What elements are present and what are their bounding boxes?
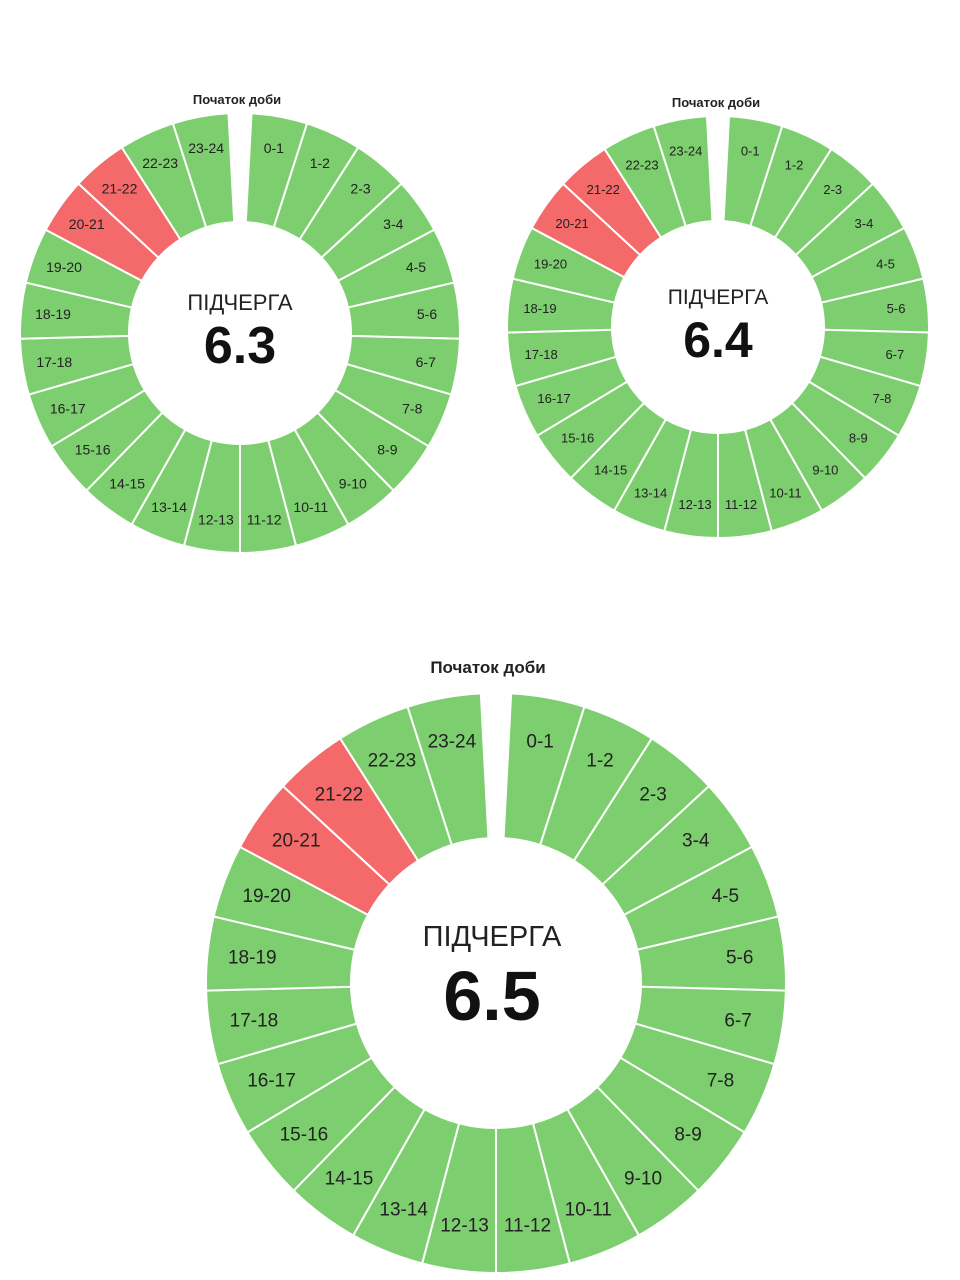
day-start-label: Початок доби <box>672 95 760 110</box>
hour-segment-label: 19-20 <box>242 886 291 907</box>
hour-segment-label: 14-15 <box>594 463 627 478</box>
hour-segment-label: 4-5 <box>876 256 895 271</box>
hour-segment-label: 0-1 <box>264 140 284 156</box>
ring-segments: 0-1 1-2 2-3 3-4 4-5 5-6 6-7 7-8 8-9 9-10 10-11 11-1… <box>19 112 461 555</box>
hour-segment-label: 11-12 <box>504 1215 551 1236</box>
hour-segment-label: 23-24 <box>669 143 702 158</box>
hour-segment-label: 19-20 <box>534 256 567 271</box>
subqueue-label: ПІДЧЕРГА <box>187 290 293 315</box>
hour-segment-label: 11-12 <box>725 497 757 512</box>
hour-segment-label: 0-1 <box>526 732 553 753</box>
hour-segment-label: 2-3 <box>350 181 370 197</box>
hour-segment-label: 10-11 <box>293 499 328 515</box>
hour-segment-label: 23-24 <box>428 732 477 753</box>
hour-segment-label: 19-20 <box>46 259 82 275</box>
hour-segment-label: 6-7 <box>416 354 436 370</box>
hour-segment-label: 4-5 <box>406 259 426 275</box>
hour-segment-label: 1-2 <box>785 157 804 172</box>
ring-segments: 0-1 1-2 2-3 3-4 4-5 5-6 6-7 7-8 8-9 9-10 10-11 11-1… <box>506 115 930 540</box>
schedule-ring-6-4: Початок доби 0-1 1-2 2-3 3-4 4-5 5-6 6-7 7-8 8-9… <box>506 95 930 540</box>
hour-segment-label: 14-15 <box>109 475 145 491</box>
hour-segment-label: 14-15 <box>325 1168 374 1189</box>
hour-segment-label: 16-17 <box>537 391 570 406</box>
hour-segment-label: 1-2 <box>310 155 330 171</box>
hour-segment-label: 21-22 <box>587 182 620 197</box>
hour-segment-label: 10-11 <box>565 1199 612 1220</box>
hour-segment-label: 22-23 <box>625 157 658 172</box>
hour-segment-label: 18-19 <box>35 306 71 322</box>
hour-segment-label: 13-14 <box>634 485 667 500</box>
subqueue-label: ПІДЧЕРГА <box>668 286 768 309</box>
hour-segment-label: 3-4 <box>855 216 874 231</box>
hour-segment-label: 12-13 <box>198 511 234 527</box>
hour-segment-label: 4-5 <box>712 886 739 907</box>
hour-segment-label: 1-2 <box>586 751 613 772</box>
ring-segments: 0-1 1-2 2-3 3-4 4-5 5-6 6-7 7-8 8-9 9-10 10-11 11-1… <box>205 692 787 1275</box>
subqueue-number: 6.3 <box>204 317 276 375</box>
hour-segment-label: 9-10 <box>339 475 367 491</box>
hour-segment-label: 21-22 <box>315 784 364 805</box>
hour-segment-label: 15-16 <box>280 1125 329 1146</box>
hour-segment-label: 18-19 <box>523 301 556 316</box>
day-start-label: Початок доби <box>430 658 545 677</box>
hour-segment-label: 3-4 <box>682 831 710 852</box>
hour-segment-power <box>406 692 490 847</box>
hour-segment-label: 20-21 <box>272 831 321 852</box>
hour-segment-label: 9-10 <box>812 463 838 478</box>
hour-segment-label: 9-10 <box>624 1168 662 1189</box>
hour-segment-label: 17-18 <box>230 1010 279 1031</box>
hour-segment-power <box>652 115 714 228</box>
subqueue-number: 6.5 <box>443 957 540 1035</box>
hour-segment-label: 15-16 <box>75 442 111 458</box>
hour-segment-label: 23-24 <box>188 140 224 156</box>
schedule-ring-6-5: Початок доби 0-1 1-2 2-3 3-4 4-5 5-6 6-7 7-8 8-9… <box>205 658 787 1275</box>
hour-segment-label: 18-19 <box>228 947 277 968</box>
hour-segment-label: 11-12 <box>247 511 282 527</box>
hour-segment-label: 3-4 <box>383 216 403 232</box>
hour-segment-label: 21-22 <box>102 181 138 197</box>
hour-segment-label: 15-16 <box>561 431 594 446</box>
hour-segment-label: 5-6 <box>726 947 753 968</box>
hour-segment-label: 6-7 <box>885 347 904 362</box>
hour-segment-label: 6-7 <box>724 1010 751 1031</box>
hour-segment-label: 17-18 <box>525 347 558 362</box>
hour-segment-label: 5-6 <box>887 301 906 316</box>
hour-segment-label: 2-3 <box>823 182 842 197</box>
hour-segment-label: 13-14 <box>379 1199 428 1220</box>
schedule-ring-6-3: Початок доби 0-1 1-2 2-3 3-4 4-5 5-6 6-7 7-8 8-9… <box>19 92 461 555</box>
hour-segment-label: 10-11 <box>769 485 801 500</box>
hour-segment-label: 12-13 <box>678 497 711 512</box>
hour-segment-label: 13-14 <box>151 499 187 515</box>
hour-segment-power <box>171 112 236 229</box>
subqueue-label: ПІДЧЕРГА <box>423 921 562 953</box>
hour-segment-label: 16-17 <box>50 400 86 416</box>
hour-segment-label: 0-1 <box>741 143 760 158</box>
hour-segment-label: 8-9 <box>377 442 397 458</box>
hour-segment-label: 8-9 <box>849 431 868 446</box>
hour-segment-label: 20-21 <box>555 216 588 231</box>
day-start-label: Початок доби <box>193 92 281 107</box>
hour-segment-label: 5-6 <box>417 306 437 322</box>
hour-segment-label: 22-23 <box>142 155 178 171</box>
hour-segment-label: 7-8 <box>402 400 422 416</box>
subqueue-number: 6.4 <box>683 312 753 368</box>
hour-segment-label: 7-8 <box>873 391 892 406</box>
hour-segment-label: 12-13 <box>440 1215 489 1236</box>
hour-segment-label: 16-17 <box>247 1071 296 1092</box>
hour-segment-label: 20-21 <box>69 216 105 232</box>
hour-segment-label: 7-8 <box>707 1071 734 1092</box>
hour-segment-label: 8-9 <box>674 1125 701 1146</box>
hour-segment-label: 2-3 <box>639 784 666 805</box>
hour-segment-label: 22-23 <box>368 751 417 772</box>
hour-segment-label: 17-18 <box>36 354 72 370</box>
